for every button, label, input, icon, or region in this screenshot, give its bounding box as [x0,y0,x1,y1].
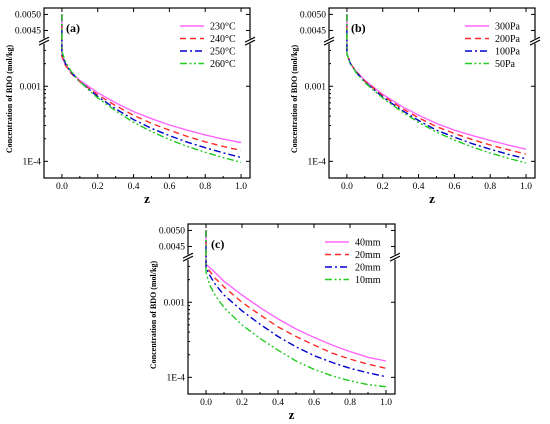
x-tick-label: 0.4 [128,182,140,192]
panel-a: 0.0 0.2 0.4 0.6 0.8 1.0 0.0050 0.0045 0.001 1E-4 2… [5,7,256,206]
series-line-0 [205,230,387,362]
legend-label-1: 20mm [355,250,381,261]
x-axis-label: z [289,407,295,422]
legend-label-1: 240°C [210,34,236,45]
axis-break-mark [389,255,401,262]
x-tick-label: 0.8 [344,398,356,408]
series-line-3 [346,14,527,164]
x-tick-label: 0.4 [272,398,284,408]
series-line-1 [205,230,387,369]
legend-label-0: 40mm [355,238,381,249]
x-tick-label: 0.2 [236,398,248,408]
legend-label-3: 50Pa [495,59,516,70]
y-tick-label: 1E-4 [308,158,327,168]
y-tick-label: 1E-4 [23,158,42,168]
axis-break-gap [183,254,193,260]
axis-break-mark [389,252,401,259]
y-axis-label: Concentration of BDO (mol/kg) [5,45,14,154]
x-tick-label: 0.0 [341,182,353,192]
legend-label-3: 10mm [355,275,381,286]
axis-break-mark [38,39,50,46]
axis-break-gap [245,38,255,44]
plot-frame [328,7,536,179]
panel-label: (a) [66,21,80,35]
axis-break-mark [38,36,50,43]
plot-frame [43,7,251,179]
axis-break-gap [324,38,334,44]
series-line-1 [61,14,242,152]
x-axis-label: z [429,191,435,206]
axis-break-gap [530,38,540,44]
legend-label-0: 230°C [210,22,236,33]
axis-break-mark [244,36,256,43]
axis-break-mark [529,36,541,43]
y-tick-label: 0.0045 [15,27,41,37]
legend-label-3: 260°C [210,59,236,70]
axis-break-mark [323,36,335,43]
x-tick-label: 1.0 [235,182,247,192]
x-tick-label: 0.0 [56,182,68,192]
plot-frame [187,223,396,395]
x-axis-label: z [144,191,150,206]
axis-break-mark [182,252,194,259]
y-tick-label: 0.0050 [300,11,326,21]
x-tick-label: 0.0 [200,398,212,408]
y-tick-label: 0.0045 [300,27,326,37]
legend-label-2: 250°C [210,47,236,58]
y-tick-label: 0.001 [305,82,327,92]
x-tick-label: 0.6 [163,182,175,192]
series-line-2 [61,14,242,159]
y-axis-label: Concentration of BDO (mol/kg) [290,45,299,154]
axis-break-gap [390,254,400,260]
y-tick-label: 0.001 [164,298,186,308]
legend-label-1: 200Pa [495,34,521,45]
x-tick-label: 1.0 [520,182,532,192]
legend-label-2: 100Pa [495,47,521,58]
legend-label-0: 300Pa [495,22,521,33]
x-tick-label: 0.2 [377,182,389,192]
x-tick-label: 1.0 [380,398,392,408]
panel-label: (c) [211,237,224,251]
x-tick-label: 0.6 [308,398,320,408]
y-axis-label: Concentration of BDO (mol/kg) [149,261,158,370]
axis-break-mark [244,39,256,46]
series-line-2 [205,230,387,378]
y-tick-label: 0.0050 [159,227,185,237]
legend-label-2: 20mm [355,263,381,274]
axis-break-mark [182,255,194,262]
axis-break-mark [323,39,335,46]
y-tick-label: 1E-4 [167,374,186,384]
series-line-3 [205,230,387,388]
y-tick-label: 0.001 [20,82,42,92]
panel-label: (b) [351,21,366,35]
axis-break-mark [529,39,541,46]
series-line-3 [61,14,242,163]
x-tick-label: 0.8 [484,182,496,192]
x-tick-label: 0.6 [448,182,460,192]
panel-b: 0.0 0.2 0.4 0.6 0.8 1.0 0.0050 0.0045 0.001 1E-4 3… [290,7,541,206]
x-tick-label: 0.8 [199,182,211,192]
panel-c: 0.0 0.2 0.4 0.6 0.8 1.0 0.0050 0.0045 0.001 1E-4 4… [149,223,401,422]
y-tick-label: 0.0045 [159,243,185,253]
y-tick-label: 0.0050 [15,11,41,21]
axis-break-gap [39,38,49,44]
x-tick-label: 0.2 [92,182,104,192]
x-tick-label: 0.4 [413,182,425,192]
